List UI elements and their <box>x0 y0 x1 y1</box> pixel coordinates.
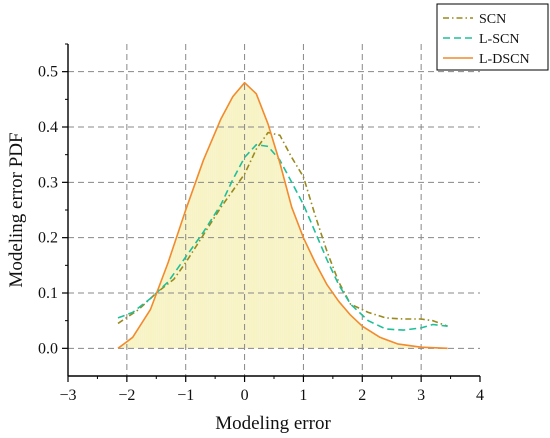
series-line-l-dscn <box>117 81 448 350</box>
legend: SCN L-SCN L-DSCN <box>436 3 549 71</box>
y-tick-label: 0.5 <box>38 64 58 81</box>
y-tick-label: 0.4 <box>38 119 58 136</box>
legend-label-l-dscn: L-DSCN <box>479 52 530 67</box>
x-tick-label: −1 <box>177 387 194 404</box>
plot-area <box>68 44 480 376</box>
legend-label-scn: SCN <box>479 12 506 27</box>
series-line-l-scn <box>117 143 448 331</box>
x-tick-label: 2 <box>358 387 366 404</box>
x-tick-label: −3 <box>59 387 76 404</box>
x-tick-label: 1 <box>299 387 307 404</box>
legend-box <box>436 3 549 71</box>
y-tick-label: 0.0 <box>38 340 58 357</box>
x-tick-label: −2 <box>118 387 135 404</box>
y-tick-label: 0.3 <box>38 174 58 191</box>
x-tick-label: 4 <box>476 387 484 404</box>
series-line-scn <box>117 131 448 327</box>
x-tick-label: 0 <box>241 387 249 404</box>
y-axis-title: Modeling error PDF <box>6 132 27 287</box>
x-axis-title: Modeling error <box>215 413 331 434</box>
y-tick-label: 0.2 <box>38 230 58 247</box>
axes: −3 −2 −1 0 1 2 3 4 0.0 0.1 0.2 0.3 0.4 0.5 <box>38 43 484 404</box>
y-tick-label: 0.1 <box>38 285 58 302</box>
x-tick-label: 3 <box>417 387 425 404</box>
legend-label-l-scn: L-SCN <box>479 32 519 47</box>
